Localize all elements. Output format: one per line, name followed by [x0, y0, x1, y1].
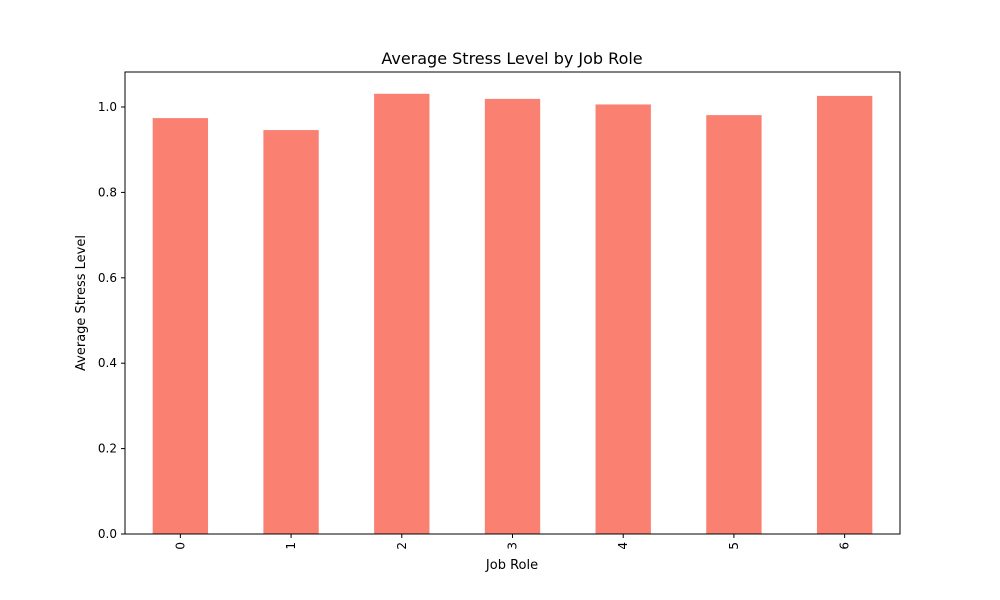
x-axis: 0 1 2 3 4 5 6: [173, 534, 852, 550]
bars-layer: [152, 93, 873, 535]
y-tick-label: 0.6: [98, 271, 117, 285]
y-tick-label: 1.0: [98, 100, 117, 114]
x-tick-label-6: 6: [838, 542, 852, 550]
y-tick-label: 0.4: [98, 356, 117, 370]
bar-0: [152, 118, 209, 535]
y-tick-label: 0.8: [98, 185, 117, 199]
x-tick-label-4: 4: [616, 542, 630, 550]
x-tick-label-2: 2: [395, 542, 409, 550]
bar-6: [816, 95, 873, 534]
x-tick-label-0: 0: [173, 542, 187, 550]
bar-3: [484, 98, 541, 535]
bar-2: [374, 93, 430, 534]
y-tick-label: 0.0: [98, 527, 117, 541]
x-tick-label-3: 3: [506, 542, 520, 550]
bar-4: [595, 104, 651, 534]
x-tick-label-1: 1: [284, 542, 298, 550]
bar-1: [263, 130, 319, 534]
y-axis-label: Average Stress Level: [74, 235, 89, 371]
chart-title: Average Stress Level by Job Role: [381, 49, 642, 68]
y-axis: 0.0 0.2 0.4 0.6 0.8 1.0: [98, 100, 125, 541]
y-tick-label: 0.2: [98, 442, 117, 456]
x-axis-label: Job Role: [485, 558, 538, 573]
bar-5: [706, 115, 762, 534]
x-tick-label-5: 5: [727, 542, 741, 550]
plot-frame: [124, 71, 901, 535]
